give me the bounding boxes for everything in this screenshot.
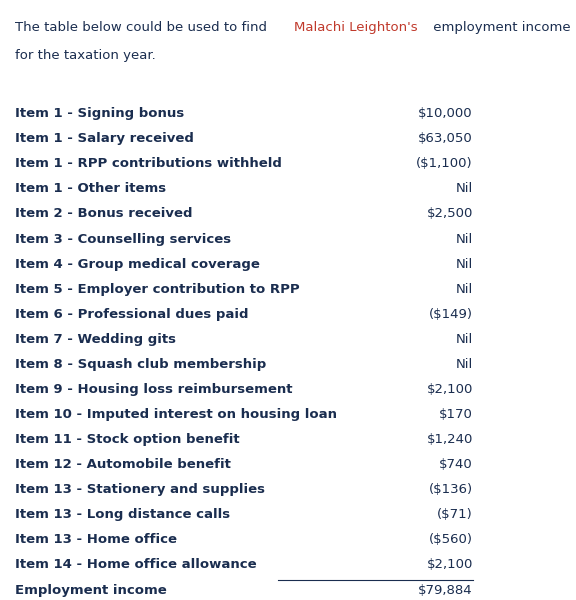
Text: The table below could be used to find: The table below could be used to find (14, 21, 271, 34)
Text: Item 8 - Squash club membership: Item 8 - Squash club membership (14, 358, 266, 371)
Text: $63,050: $63,050 (418, 133, 473, 145)
Text: Item 13 - Long distance calls: Item 13 - Long distance calls (14, 508, 230, 521)
Text: $10,000: $10,000 (418, 107, 473, 121)
Text: Employment income: Employment income (14, 584, 166, 598)
Text: Item 4 - Group medical coverage: Item 4 - Group medical coverage (14, 257, 260, 271)
Text: Item 2 - Bonus received: Item 2 - Bonus received (14, 208, 192, 220)
Text: Item 1 - RPP contributions withheld: Item 1 - RPP contributions withheld (14, 157, 282, 170)
Text: Nil: Nil (456, 233, 473, 245)
Text: Item 5 - Employer contribution to RPP: Item 5 - Employer contribution to RPP (14, 283, 300, 296)
Text: for the taxation year.: for the taxation year. (14, 49, 156, 62)
Text: Nil: Nil (456, 182, 473, 196)
Text: Item 1 - Salary received: Item 1 - Salary received (14, 133, 194, 145)
Text: Nil: Nil (456, 358, 473, 371)
Text: Item 14 - Home office allowance: Item 14 - Home office allowance (14, 558, 256, 571)
Text: Item 6 - Professional dues paid: Item 6 - Professional dues paid (14, 308, 248, 320)
Text: employment income: employment income (430, 21, 571, 34)
Text: Item 7 - Wedding gits: Item 7 - Wedding gits (14, 332, 176, 346)
Text: ($1,100): ($1,100) (416, 157, 473, 170)
Text: Nil: Nil (456, 332, 473, 346)
Text: $1,240: $1,240 (426, 433, 473, 446)
Text: ($136): ($136) (429, 483, 473, 496)
Text: Nil: Nil (456, 283, 473, 296)
Text: $740: $740 (439, 458, 473, 471)
Text: Item 11 - Stock option benefit: Item 11 - Stock option benefit (14, 433, 239, 446)
Text: Item 1 - Signing bonus: Item 1 - Signing bonus (14, 107, 184, 121)
Text: Item 13 - Home office: Item 13 - Home office (14, 533, 177, 546)
Text: ($560): ($560) (429, 533, 473, 546)
Text: $79,884: $79,884 (418, 584, 473, 598)
Text: ($71): ($71) (437, 508, 473, 521)
Text: Item 9 - Housing loss reimbursement: Item 9 - Housing loss reimbursement (14, 383, 292, 396)
Text: ($149): ($149) (429, 308, 473, 320)
Text: Malachi Leighton's: Malachi Leighton's (294, 21, 418, 34)
Text: $170: $170 (439, 408, 473, 421)
Text: $2,500: $2,500 (426, 208, 473, 220)
Text: Item 13 - Stationery and supplies: Item 13 - Stationery and supplies (14, 483, 264, 496)
Text: $2,100: $2,100 (426, 383, 473, 396)
Text: Item 12 - Automobile benefit: Item 12 - Automobile benefit (14, 458, 230, 471)
Text: $2,100: $2,100 (426, 558, 473, 571)
Text: Nil: Nil (456, 257, 473, 271)
Text: Item 1 - Other items: Item 1 - Other items (14, 182, 166, 196)
Text: Item 10 - Imputed interest on housing loan: Item 10 - Imputed interest on housing lo… (14, 408, 336, 421)
Text: Item 3 - Counselling services: Item 3 - Counselling services (14, 233, 231, 245)
